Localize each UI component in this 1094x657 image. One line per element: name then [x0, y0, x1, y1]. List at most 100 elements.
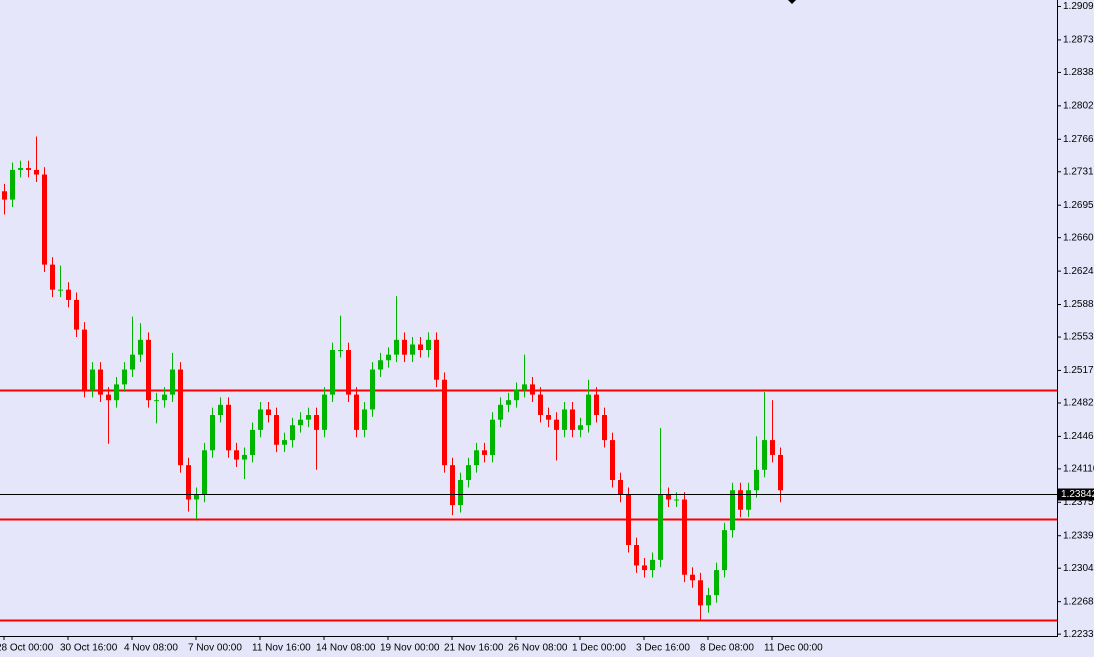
candle-body — [562, 409, 567, 430]
candle-body — [290, 425, 295, 441]
y-tick-label: 1.24110 — [1063, 464, 1094, 475]
candle-body — [282, 440, 287, 445]
candle-body — [226, 404, 231, 451]
candle-body — [210, 415, 215, 451]
candle-body — [754, 469, 759, 491]
x-tick-label: 14 Nov 08:00 — [316, 643, 376, 654]
y-tick-label: 1.28020 — [1063, 100, 1094, 111]
candle-body — [690, 574, 695, 581]
candle-body — [386, 354, 391, 361]
y-tick-label: 1.22330 — [1063, 629, 1094, 640]
candle-body — [234, 450, 239, 460]
candle-body — [18, 168, 23, 170]
candle-body — [2, 191, 7, 200]
candle-body — [202, 450, 207, 495]
candle-body — [162, 394, 167, 401]
x-tick-label: 28 Oct 00:00 — [0, 643, 54, 654]
candle-body — [490, 419, 495, 455]
candle-body — [178, 369, 183, 466]
candle-body — [170, 369, 175, 395]
candle-body — [498, 404, 503, 420]
y-tick-label: 1.26950 — [1063, 200, 1094, 211]
candle-body — [58, 289, 63, 291]
candle-body — [570, 409, 575, 430]
candle-body — [258, 409, 263, 430]
candle-body — [410, 344, 415, 355]
candle-body — [98, 369, 103, 395]
x-tick-label: 19 Nov 00:00 — [380, 643, 440, 654]
y-tick-label: 1.27310 — [1063, 166, 1094, 177]
candle-body — [458, 480, 463, 506]
candle-body — [338, 350, 343, 352]
candle-body — [378, 360, 383, 370]
candle-body — [770, 440, 775, 455]
candle-body — [426, 339, 431, 351]
candle-body — [10, 169, 15, 200]
candle-body — [298, 419, 303, 426]
y-tick-label: 1.29090 — [1063, 1, 1094, 12]
candle-body — [554, 419, 559, 430]
candle-body — [482, 450, 487, 455]
candle-body — [538, 394, 543, 416]
x-tick-label: 4 Nov 08:00 — [124, 643, 178, 654]
candle-body — [66, 289, 71, 300]
candle-body — [250, 429, 255, 455]
x-tick-label: 26 Nov 08:00 — [508, 643, 568, 654]
candle-body — [514, 389, 519, 401]
candle-body — [74, 299, 79, 330]
x-tick-label: 8 Dec 08:00 — [700, 643, 754, 654]
candle-body — [330, 350, 335, 395]
y-tick-label: 1.24820 — [1063, 398, 1094, 409]
candle-body — [266, 409, 271, 416]
candle-body — [682, 499, 687, 575]
candle-body — [186, 465, 191, 500]
y-tick-label: 1.24460 — [1063, 431, 1094, 442]
y-tick-label: 1.26600 — [1063, 232, 1094, 243]
candle-body — [778, 454, 783, 491]
candle-body — [714, 570, 719, 596]
candle-body — [90, 369, 95, 390]
candle-body — [474, 450, 479, 466]
x-tick-label: 21 Nov 16:00 — [444, 643, 504, 654]
last-price-box — [1058, 488, 1094, 501]
y-tick-label: 1.28380 — [1063, 67, 1094, 78]
candle-body — [578, 425, 583, 430]
candle-body — [362, 409, 367, 430]
candle-body — [122, 369, 127, 385]
candle-body — [610, 440, 615, 481]
candle-body — [106, 394, 111, 401]
candle-body — [762, 440, 767, 470]
candle-body — [434, 339, 439, 380]
candle-body — [114, 384, 119, 401]
candle-body — [594, 394, 599, 416]
candle-body — [738, 490, 743, 510]
x-tick-label: 11 Dec 00:00 — [764, 643, 823, 654]
y-tick-label: 1.25170 — [1063, 365, 1094, 376]
candle-body — [730, 490, 735, 531]
candle-body — [154, 400, 159, 402]
candle-body — [530, 384, 535, 395]
candle-body — [314, 415, 319, 430]
candle-body — [746, 490, 751, 510]
y-tick-label: 1.25530 — [1063, 332, 1094, 343]
candle-body — [666, 494, 671, 500]
candle-body — [506, 400, 511, 405]
candle-body — [402, 339, 407, 355]
candle-body — [42, 174, 47, 265]
candle-body — [650, 559, 655, 571]
candle-body — [618, 480, 623, 495]
y-tick-label: 1.23750 — [1063, 497, 1094, 508]
y-tick-label: 1.25880 — [1063, 299, 1094, 310]
candle-body — [218, 404, 223, 416]
candle-body — [50, 264, 55, 290]
candle-body — [194, 494, 199, 500]
candle-body — [658, 494, 663, 560]
y-tick-label: 1.23040 — [1063, 563, 1094, 574]
x-tick-label: 30 Oct 16:00 — [60, 643, 118, 654]
candle-body — [522, 384, 527, 390]
candle-body — [274, 415, 279, 445]
candle-body — [138, 339, 143, 355]
